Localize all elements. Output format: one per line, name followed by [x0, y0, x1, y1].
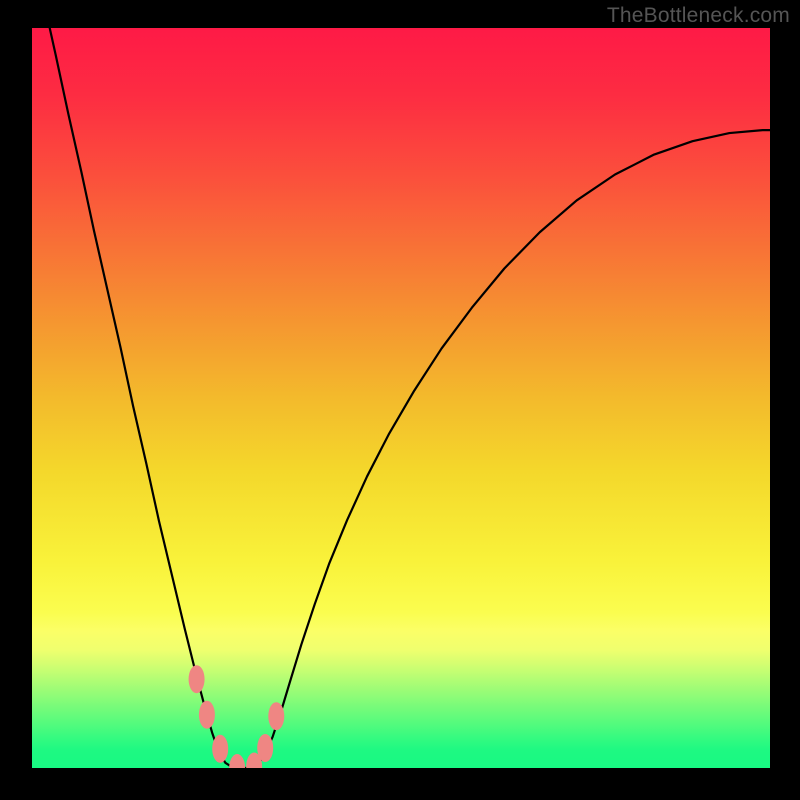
curve-marker: [212, 735, 228, 763]
curve-marker: [257, 734, 273, 762]
watermark-text: TheBottleneck.com: [607, 4, 790, 28]
curve-marker: [199, 701, 215, 729]
chart-container: TheBottleneck.com: [0, 0, 800, 800]
bottleneck-chart: [32, 28, 770, 768]
plot-background: [32, 28, 770, 768]
curve-marker: [268, 702, 284, 730]
curve-marker: [189, 665, 205, 693]
